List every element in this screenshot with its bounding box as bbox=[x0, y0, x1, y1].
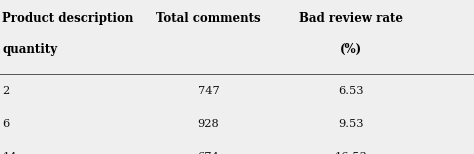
Text: 2: 2 bbox=[2, 86, 9, 96]
Text: 9.53: 9.53 bbox=[338, 119, 364, 129]
Text: 14: 14 bbox=[2, 152, 17, 154]
Text: (%): (%) bbox=[340, 43, 362, 56]
Text: 747: 747 bbox=[198, 86, 219, 96]
Text: 16.53: 16.53 bbox=[334, 152, 367, 154]
Text: 928: 928 bbox=[198, 119, 219, 129]
Text: 674: 674 bbox=[198, 152, 219, 154]
Text: Product description: Product description bbox=[2, 12, 134, 25]
Text: Total comments: Total comments bbox=[156, 12, 261, 25]
Text: quantity: quantity bbox=[2, 43, 57, 56]
Text: 6.53: 6.53 bbox=[338, 86, 364, 96]
Text: Bad review rate: Bad review rate bbox=[299, 12, 403, 25]
Text: 6: 6 bbox=[2, 119, 9, 129]
